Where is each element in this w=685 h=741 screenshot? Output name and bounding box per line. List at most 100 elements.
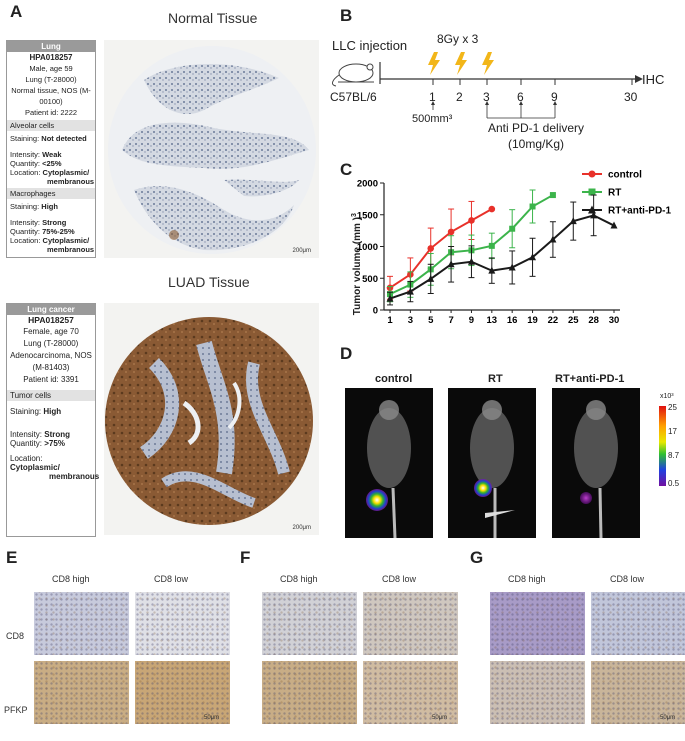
ihc-label: IHC (642, 72, 665, 87)
data-point (549, 235, 557, 243)
y-tick-label: 1000 (357, 242, 378, 253)
panel-letter-c: C (340, 160, 353, 179)
luad-patient-line: Female, age 70 (23, 327, 79, 336)
delivery-dose-label: (10mg/Kg) (508, 137, 565, 151)
normal-patient-line: Patient id: 2222 (24, 108, 78, 117)
legend-marker (588, 188, 596, 196)
micrograph (490, 592, 585, 655)
x-tick-label: 19 (527, 315, 538, 326)
location-row-cont: membranous (47, 245, 95, 254)
normal-box-header: Lung (7, 41, 95, 52)
data-point (447, 228, 455, 236)
data-point (427, 274, 435, 282)
data-point (509, 225, 516, 232)
intensity-row: Intensity: Weak (10, 150, 62, 159)
micrograph (591, 592, 685, 655)
x-tick-label: 25 (568, 315, 579, 326)
staining-row: Staining: Not detected (10, 134, 87, 143)
x-tick-label: 9 (469, 315, 474, 326)
data-point (386, 294, 394, 302)
data-point (447, 260, 455, 268)
colorbar (659, 406, 666, 486)
intensity-row: Intensity: Strong (10, 430, 71, 439)
panel-letter-a: A (10, 2, 23, 21)
day-label: 1 (429, 90, 436, 104)
data-point (467, 257, 475, 265)
day-label: 2 (456, 90, 463, 104)
col-label-cd8-low: CD8 low (610, 574, 645, 584)
y-tick-label: 500 (362, 274, 378, 285)
quantity-row: Quantity: <25% (10, 159, 62, 168)
bioluminescence-rt (448, 388, 536, 538)
normal-patient-line: 00100) (39, 97, 63, 106)
x-tick-label: 22 (548, 315, 559, 326)
panel-letter-b: B (340, 6, 353, 25)
staining-row: Staining: High (10, 202, 58, 211)
legend-marker (588, 205, 596, 214)
micrograph (34, 592, 129, 655)
intensity-row: Intensity: Strong (10, 218, 67, 227)
normal-patient-line: Male, age 59 (29, 64, 73, 73)
location-row: Location: Cytoplasmic/ (10, 236, 90, 245)
legend-label: RT (608, 188, 621, 199)
luad-info-box: Lung cancer HPA018257 Female, age 70 Lun… (6, 303, 99, 537)
data-point (529, 203, 536, 210)
row-label-pfkp: PFKP (4, 705, 28, 715)
colorbar-tick: 8.7 (668, 451, 680, 460)
x-tick-label: 13 (487, 315, 498, 326)
normal-antibody: HPA018257 (29, 53, 73, 62)
micrograph (363, 661, 458, 724)
legend-label: RT+anti-PD-1 (608, 206, 672, 217)
y-tick-label: 1500 (357, 210, 378, 221)
micrograph (363, 592, 458, 655)
col-label-cd8-high: CD8 high (508, 574, 546, 584)
luad-patient-line: Adenocarcinoma, NOS (10, 351, 92, 360)
data-point (488, 266, 496, 274)
scale-label: 200μm (292, 525, 311, 531)
group-label-rt-antipd1: RT+anti-PD-1 (555, 373, 625, 385)
series-line (389, 208, 493, 289)
luad-patient-line: Lung (T-28000) (23, 339, 79, 348)
data-point (488, 205, 496, 213)
data-point (549, 192, 556, 199)
data-point (590, 211, 598, 219)
day-label: 6 (517, 90, 524, 104)
group-label-rt: RT (488, 373, 503, 385)
mouse-icon (331, 63, 374, 87)
radiation-dose-label: 8Gy x 3 (437, 32, 479, 46)
scale-label: 50μm (432, 715, 448, 721)
panel-letter: G (470, 548, 484, 567)
lightning-icon (428, 52, 440, 75)
tumor-size-label: 500mm³ (412, 113, 453, 125)
bioluminescence-control (345, 388, 433, 538)
data-point (406, 287, 414, 295)
luad-tissue-image: 200μm (104, 303, 319, 535)
imaging-panels (345, 388, 666, 538)
micrograph (262, 592, 357, 655)
location-row: Location: Cytoplasmic/ (10, 454, 60, 472)
luad-box-header: Lung cancer (7, 304, 95, 315)
normal-patient-line: Normal tissue, NOS (M- (11, 86, 91, 95)
luad-patient-line: Patient id: 3391 (23, 375, 79, 384)
macrophage-section: Macrophages (7, 188, 95, 199)
strain-label: C57BL/6 (330, 90, 377, 104)
data-point (610, 221, 618, 229)
normal-patient-line: Lung (T-28000) (25, 75, 77, 84)
data-point (427, 245, 435, 252)
micrograph (591, 661, 685, 724)
normal-tissue-title: Normal Tissue (168, 10, 258, 26)
micrograph (34, 661, 129, 724)
x-tick-label: 3 (408, 315, 413, 326)
micrograph (262, 661, 357, 724)
x-tick-label: 30 (609, 315, 620, 326)
normal-tissue-image: 200μm (104, 40, 319, 258)
luad-tissue-core (105, 317, 313, 525)
x-tick-label: 16 (507, 315, 518, 326)
colorbar-unit: x10³ (660, 393, 674, 400)
lightning-icon (455, 52, 467, 75)
x-tick-label: 1 (387, 315, 393, 326)
day-label: 9 (551, 90, 558, 104)
col-label-cd8-high: CD8 high (280, 574, 318, 584)
panel-letter-d: D (340, 344, 353, 363)
